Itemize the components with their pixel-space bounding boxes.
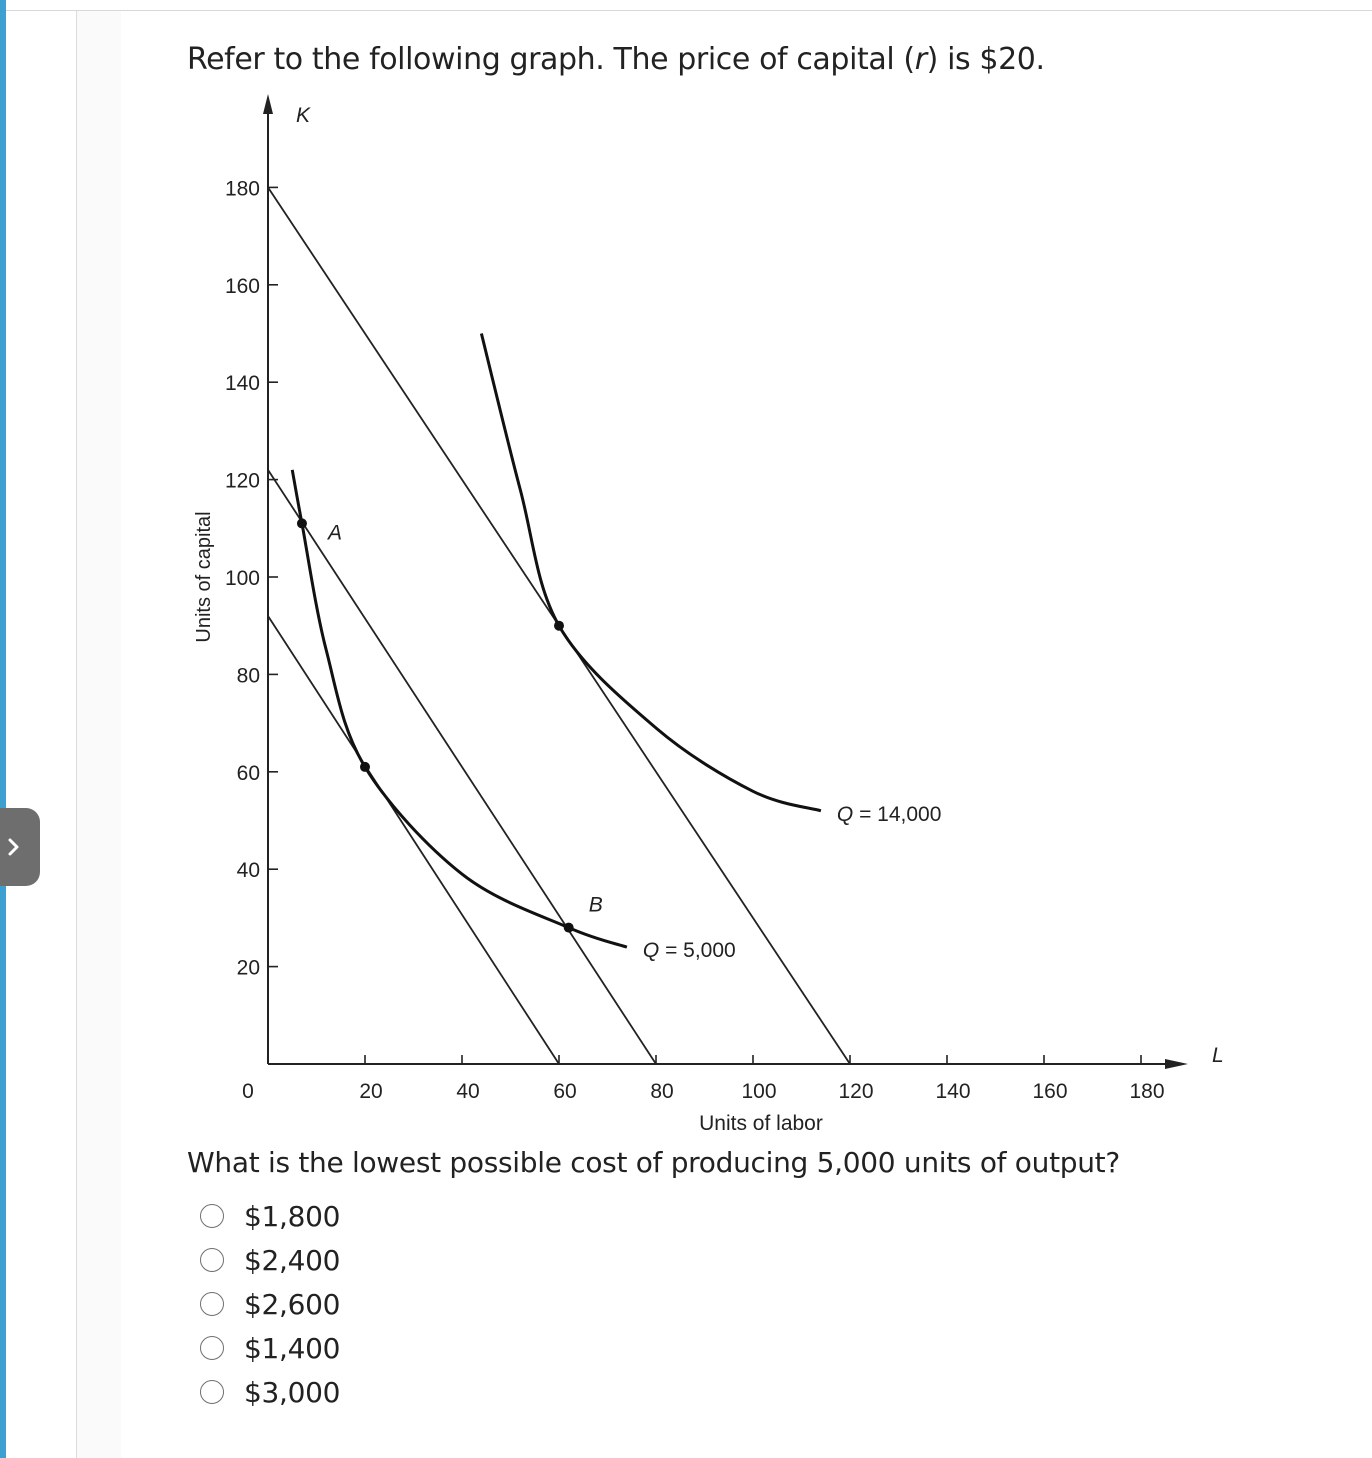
chevron-right-icon bbox=[8, 838, 19, 856]
isoquant-label: Q = 5,000 bbox=[643, 939, 736, 962]
point-label: A bbox=[326, 521, 342, 544]
y-tick-label: 160 bbox=[225, 275, 260, 298]
y-tick-label: 60 bbox=[237, 762, 260, 785]
radio-button[interactable] bbox=[200, 1204, 224, 1228]
answer-option[interactable]: $3,000 bbox=[200, 1370, 340, 1414]
y-tick-label: 80 bbox=[237, 664, 260, 687]
isoquant-curve bbox=[479, 333, 822, 813]
tangency-point bbox=[554, 620, 564, 631]
expand-panel-button[interactable] bbox=[0, 808, 40, 886]
left-gutter-shade bbox=[77, 11, 121, 1458]
question-intro: Refer to the following graph. The price … bbox=[187, 42, 1045, 77]
x-tick-label: 160 bbox=[1032, 1080, 1067, 1103]
question-intro-after: ) is $20. bbox=[926, 42, 1045, 77]
isocost-line bbox=[267, 469, 657, 1065]
tangency-point bbox=[360, 761, 370, 772]
answer-option[interactable]: $2,400 bbox=[200, 1238, 340, 1282]
production-graph: 20 40 60 80 100 120 140 160 180 20 40 60 80 100 120 140… bbox=[193, 94, 1224, 1135]
y-tick-label: 20 bbox=[237, 957, 260, 980]
chart-ticks: 20 40 60 80 100 120 140 160 180 20 40 60 80 100 120 140… bbox=[225, 177, 1165, 1103]
radio-button[interactable] bbox=[200, 1292, 224, 1316]
y-tick-label: 180 bbox=[225, 177, 260, 200]
answer-option[interactable]: $1,800 bbox=[200, 1194, 340, 1238]
x-tick-label: 180 bbox=[1129, 1080, 1164, 1103]
answer-option-label: $1,400 bbox=[244, 1331, 341, 1365]
x-tick-label: 60 bbox=[553, 1080, 576, 1103]
y-axis-symbol: K bbox=[296, 104, 311, 127]
answer-option-label: $2,400 bbox=[244, 1243, 341, 1277]
left-accent-bar bbox=[0, 0, 6, 1458]
answer-option-label: $1,800 bbox=[244, 1199, 341, 1233]
top-border bbox=[0, 10, 1372, 11]
x-tick-label: 120 bbox=[838, 1080, 873, 1103]
tangency-point bbox=[296, 518, 307, 529]
x-tick-label: 20 bbox=[359, 1080, 382, 1103]
x-tick-label: 140 bbox=[935, 1080, 970, 1103]
left-gutter bbox=[6, 11, 77, 1458]
point-label: B bbox=[589, 894, 603, 917]
x-tick-label: 80 bbox=[650, 1080, 673, 1103]
isocost-line bbox=[267, 615, 560, 1065]
radio-button[interactable] bbox=[200, 1336, 224, 1360]
isoquant-curve bbox=[290, 469, 628, 949]
question-intro-variable: r bbox=[914, 42, 927, 77]
question-prompt: What is the lowest possible cost of prod… bbox=[187, 1146, 1120, 1179]
isoquant-curves: Q = 5,000 Q = 14,000 bbox=[290, 333, 942, 962]
radio-button[interactable] bbox=[200, 1248, 224, 1272]
answer-option[interactable]: $2,600 bbox=[200, 1282, 340, 1326]
radio-button[interactable] bbox=[200, 1380, 224, 1404]
answer-option-label: $3,000 bbox=[244, 1375, 341, 1409]
y-axis-arrow bbox=[263, 94, 273, 114]
y-axis-label: Units of capital bbox=[193, 511, 215, 642]
tangency-point bbox=[563, 922, 574, 933]
origin-label: 0 bbox=[242, 1080, 254, 1103]
answer-options: $1,800 $2,400 $2,600 $1,400 $3,000 bbox=[200, 1194, 340, 1414]
x-axis-arrow bbox=[1165, 1059, 1188, 1069]
y-tick-label: 40 bbox=[237, 859, 260, 882]
chart-points: AB bbox=[296, 518, 603, 933]
isoquant-label: Q = 14,000 bbox=[837, 803, 942, 826]
x-axis-symbol: L bbox=[1212, 1044, 1224, 1067]
x-axis-label: Units of labor bbox=[699, 1112, 823, 1135]
question-intro-before: Refer to the following graph. The price … bbox=[187, 42, 915, 77]
y-tick-label: 140 bbox=[225, 372, 260, 395]
y-tick-label: 100 bbox=[225, 567, 260, 590]
chart-axes bbox=[263, 94, 1188, 1069]
x-tick-label: 40 bbox=[456, 1080, 479, 1103]
answer-option[interactable]: $1,400 bbox=[200, 1326, 340, 1370]
y-tick-label: 120 bbox=[225, 470, 260, 493]
x-tick-label: 100 bbox=[741, 1080, 776, 1103]
answer-option-label: $2,600 bbox=[244, 1287, 341, 1321]
